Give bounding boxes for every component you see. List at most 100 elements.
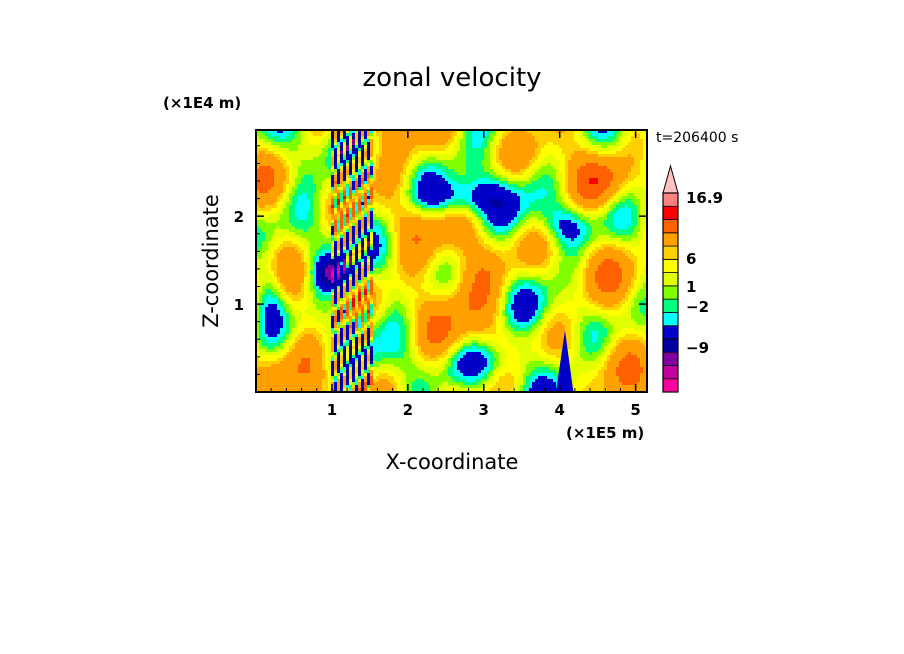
field-cell: [631, 238, 635, 242]
field-cell: [523, 217, 527, 221]
field-cell: [517, 238, 521, 242]
field-cell: [346, 211, 350, 215]
field-cell: [307, 136, 311, 140]
field-cell: [526, 196, 530, 200]
field-cell: [457, 238, 461, 242]
field-cell: [505, 208, 509, 212]
field-cell: [403, 142, 407, 146]
field-cell: [565, 220, 569, 224]
field-cell: [364, 172, 368, 176]
field-cell: [430, 202, 434, 206]
field-cell: [307, 190, 311, 194]
field-cell: [637, 157, 641, 161]
field-cell: [343, 175, 347, 179]
field-cell: [589, 148, 593, 152]
field-cell: [355, 172, 359, 176]
field-cell: [289, 241, 293, 245]
field-cell: [616, 208, 620, 212]
field-cell: [406, 241, 410, 245]
field-cell: [514, 220, 518, 224]
field-cell: [334, 169, 338, 173]
field-cell: [592, 160, 596, 164]
field-cell: [487, 196, 491, 200]
field-cell: [631, 235, 635, 239]
field-cell: [331, 199, 335, 203]
field-cell: [643, 163, 647, 167]
field-cell: [592, 220, 596, 224]
field-cell: [283, 214, 287, 218]
field-cell: [472, 217, 476, 221]
field-cell: [523, 241, 527, 245]
field-cell: [421, 202, 425, 206]
field-cell: [517, 154, 521, 158]
field-cell: [313, 142, 317, 146]
field-cell: [505, 157, 509, 161]
field-cell: [379, 172, 383, 176]
field-cell: [484, 241, 488, 245]
field-cell: [385, 157, 389, 161]
field-cell: [484, 163, 488, 167]
field-cell: [523, 202, 527, 206]
field-cell: [610, 202, 614, 206]
field-cell: [607, 229, 611, 233]
field-cell: [289, 187, 293, 191]
field-cell: [643, 175, 647, 179]
field-cell: [421, 226, 425, 230]
field-cell: [256, 169, 260, 173]
field-cell: [559, 199, 563, 203]
field-cell: [439, 181, 443, 185]
field-cell: [379, 136, 383, 140]
field-cell: [406, 163, 410, 167]
field-cell: [265, 142, 269, 146]
field-cell: [259, 187, 263, 191]
field-cell: [643, 211, 647, 215]
field-cell: [343, 223, 347, 227]
field-cell: [427, 223, 431, 227]
field-cell: [397, 193, 401, 197]
field-cell: [355, 196, 359, 200]
field-cell: [547, 241, 551, 245]
field-cell: [514, 184, 518, 188]
field-cell: [472, 151, 476, 155]
field-cell: [526, 235, 530, 239]
field-cell: [346, 166, 350, 170]
field-cell: [310, 205, 314, 209]
field-cell: [622, 241, 626, 245]
field-cell: [430, 235, 434, 239]
field-cell: [283, 178, 287, 182]
field-cell: [382, 133, 386, 137]
field-cell: [361, 193, 365, 197]
field-cell: [544, 211, 548, 215]
field-cell: [364, 190, 368, 194]
field-cell: [403, 193, 407, 197]
field-cell: [298, 211, 302, 215]
field-cell: [586, 151, 590, 155]
field-cell: [514, 151, 518, 155]
field-cell: [400, 133, 404, 137]
field-cell: [319, 223, 323, 227]
field-cell: [640, 139, 644, 143]
field-cell: [613, 193, 617, 197]
field-cell: [304, 190, 308, 194]
field-cell: [256, 190, 260, 194]
field-cell: [610, 166, 614, 170]
field-cell: [463, 175, 467, 179]
field-cell: [532, 232, 536, 236]
field-cell: [430, 175, 434, 179]
field-cell: [526, 241, 530, 245]
field-cell: [562, 160, 566, 164]
field-cell: [538, 160, 542, 164]
field-cell: [403, 166, 407, 170]
field-cell: [490, 175, 494, 179]
field-cell: [520, 205, 524, 209]
field-cell: [289, 205, 293, 209]
field-cell: [376, 160, 380, 164]
field-cell: [580, 130, 584, 134]
field-cell: [400, 199, 404, 203]
field-cell: [475, 205, 479, 209]
field-cell: [274, 229, 278, 233]
field-cell: [499, 220, 503, 224]
field-cell: [631, 139, 635, 143]
field-cell: [472, 154, 476, 158]
field-cell: [547, 223, 551, 227]
